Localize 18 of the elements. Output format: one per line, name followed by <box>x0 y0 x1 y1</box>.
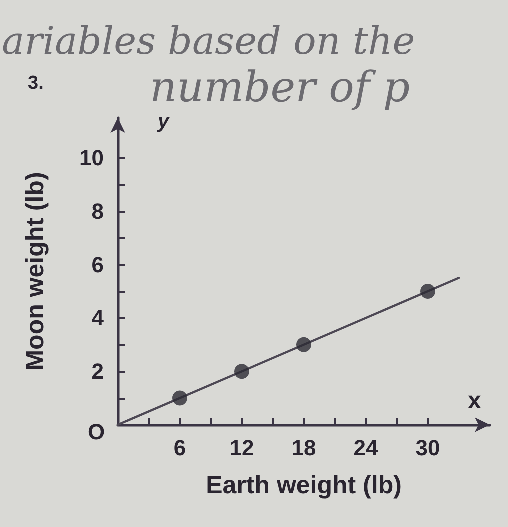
y-tick-label: 4 <box>92 306 105 331</box>
text: number of p <box>150 62 410 112</box>
x-tick-label: 24 <box>354 436 379 460</box>
x-tick-label: 6 <box>174 436 186 460</box>
x-tick-label: 18 <box>292 436 316 460</box>
y-tick-label: 10 <box>80 146 104 171</box>
text: O <box>88 420 106 444</box>
x-axis-title: Earth weight (lb) <box>206 472 402 500</box>
annotation: x <box>468 388 482 414</box>
text: ariables based on the <box>2 19 416 63</box>
x-tick-label: 30 <box>416 436 440 460</box>
y-tick-label: 6 <box>92 252 104 278</box>
x-tick-label: 12 <box>230 436 254 460</box>
y-tick-label: 8 <box>92 198 104 224</box>
y-tick-label: 2 <box>92 359 104 384</box>
text: 3. <box>28 73 44 94</box>
annotation: y <box>157 111 170 133</box>
y-axis-title: Moon weight (lb) <box>22 172 50 371</box>
